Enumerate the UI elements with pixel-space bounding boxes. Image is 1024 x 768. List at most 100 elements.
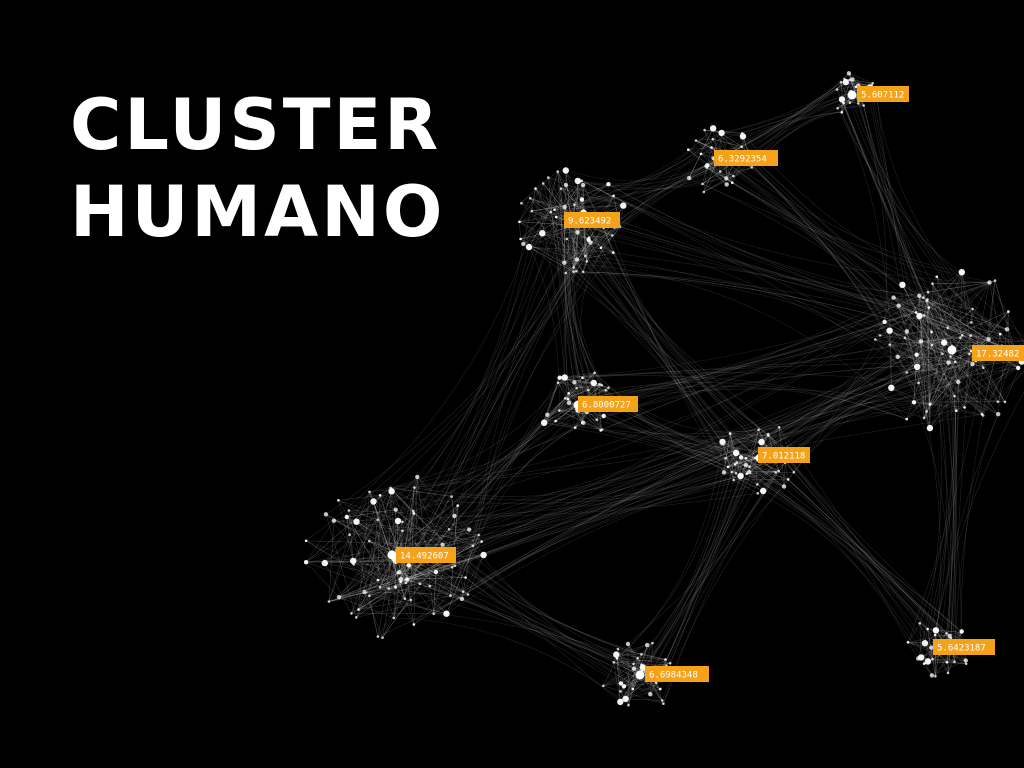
node — [934, 675, 937, 678]
node — [404, 581, 408, 585]
label-tag-background — [758, 447, 810, 463]
edge — [904, 337, 943, 355]
edge — [565, 389, 589, 399]
edge — [352, 519, 378, 562]
edge — [926, 300, 943, 354]
edge — [727, 99, 843, 154]
edge — [574, 184, 584, 205]
edge — [702, 73, 850, 185]
edge — [841, 112, 1019, 369]
node — [917, 293, 922, 298]
node — [618, 681, 624, 686]
edge — [388, 487, 391, 589]
edge — [725, 458, 746, 466]
node — [996, 412, 1001, 417]
node — [362, 589, 367, 595]
node — [619, 690, 622, 693]
edge — [404, 233, 543, 599]
edge — [960, 272, 963, 338]
node — [724, 182, 729, 187]
edge — [393, 520, 399, 619]
node — [354, 616, 358, 619]
node — [922, 296, 925, 299]
edge — [745, 464, 764, 492]
node — [748, 465, 751, 469]
node — [739, 133, 747, 140]
edge — [923, 297, 984, 416]
node — [724, 457, 727, 460]
edge — [729, 433, 950, 637]
node — [378, 494, 382, 497]
edge — [971, 322, 1008, 330]
edge — [935, 391, 1024, 630]
edge — [956, 410, 984, 416]
edge — [542, 171, 558, 234]
node — [899, 281, 906, 288]
edge — [741, 457, 776, 473]
node — [906, 641, 910, 644]
edge — [575, 225, 786, 463]
node — [842, 78, 849, 86]
node — [558, 409, 561, 412]
node — [836, 107, 839, 110]
edge — [306, 559, 393, 563]
node — [539, 230, 546, 237]
node — [393, 507, 398, 512]
edge — [542, 232, 614, 253]
edge — [932, 659, 966, 661]
node — [602, 684, 605, 688]
edge — [305, 540, 381, 588]
link-c3-c5 — [528, 170, 613, 420]
node — [719, 438, 726, 446]
edge — [379, 495, 474, 546]
edge — [400, 577, 466, 580]
edge — [519, 221, 723, 443]
node — [886, 327, 893, 334]
edge — [519, 198, 531, 222]
node — [581, 270, 585, 274]
cluster-value-label: 5.607112 — [857, 86, 909, 102]
edge — [918, 333, 1001, 384]
edge — [688, 153, 702, 179]
edge — [926, 311, 1009, 412]
node — [580, 182, 586, 188]
edge — [889, 330, 949, 363]
edge — [641, 645, 648, 665]
edge — [346, 487, 391, 518]
node — [350, 612, 353, 615]
edge — [585, 227, 615, 257]
edge — [869, 86, 924, 298]
edge — [573, 271, 1010, 355]
edge — [572, 261, 588, 399]
edge — [338, 559, 394, 598]
edge — [582, 242, 591, 272]
node — [918, 339, 924, 344]
edge — [916, 354, 984, 416]
cluster-value-text: 6.3292354 — [718, 155, 767, 165]
node — [924, 658, 932, 665]
edge — [656, 464, 747, 683]
edge — [369, 595, 447, 614]
edge — [520, 232, 543, 240]
edge — [956, 367, 1019, 412]
edge — [923, 407, 965, 419]
edge — [931, 331, 953, 347]
node — [541, 182, 545, 185]
edge — [346, 516, 408, 580]
edge — [906, 331, 1006, 403]
edge — [433, 541, 482, 614]
edge — [564, 377, 569, 400]
node — [732, 449, 740, 457]
edge — [328, 591, 365, 602]
node — [882, 319, 887, 325]
node — [412, 512, 416, 515]
node — [734, 471, 738, 475]
node — [756, 492, 760, 495]
edge — [748, 429, 759, 473]
node — [745, 472, 749, 476]
edge — [725, 458, 737, 474]
edge — [729, 433, 747, 466]
edge — [927, 282, 990, 293]
node — [562, 260, 567, 265]
node — [873, 338, 877, 341]
